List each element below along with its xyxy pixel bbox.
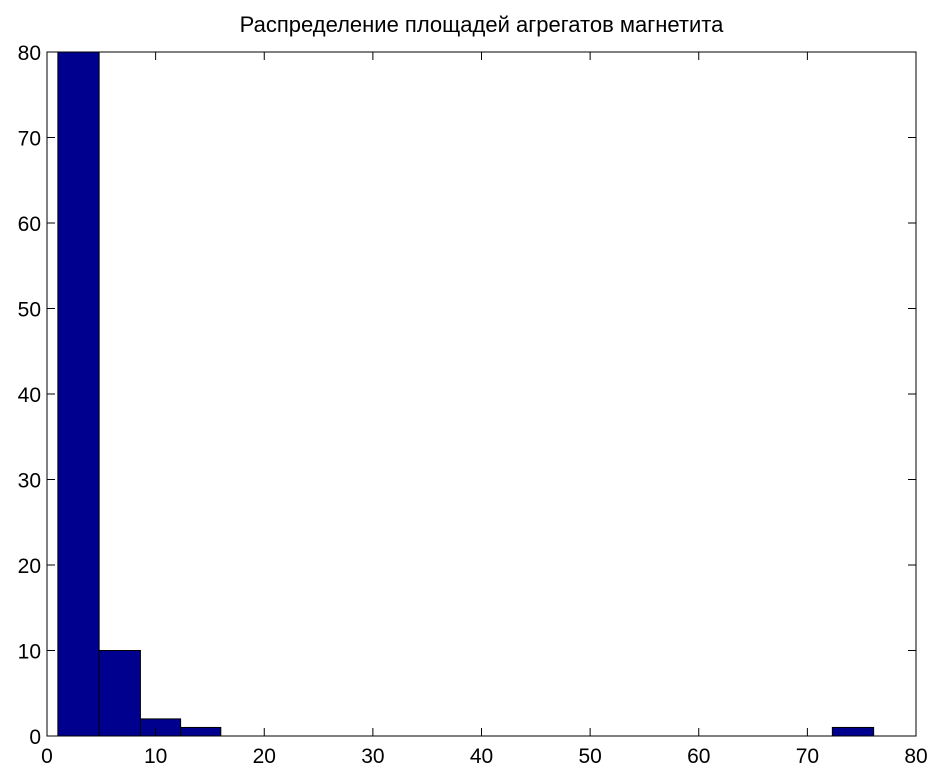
x-tick-label: 40 (470, 745, 493, 768)
x-tick-labels: 0 10 20 30 40 50 60 70 80 (41, 745, 928, 768)
y-tick-label: 50 (18, 299, 41, 322)
x-tick-label: 60 (687, 745, 710, 768)
y-tick-label: 40 (18, 384, 41, 407)
y-tick-label: 10 (18, 641, 41, 664)
x-tick-label: 10 (144, 745, 167, 768)
x-tick-label: 80 (904, 745, 927, 768)
x-tick-label: 50 (578, 745, 601, 768)
y-tick-label: 0 (29, 726, 41, 749)
histogram-bar-0 (57, 51, 100, 737)
y-tick-label: 60 (18, 213, 41, 236)
chart-title: Распределение площадей агрегатов магнети… (240, 12, 724, 37)
x-tick-label: 0 (41, 745, 53, 768)
histogram-bar-1 (98, 650, 141, 737)
histogram-bar-2 (139, 718, 182, 737)
y-tick-label: 80 (18, 42, 41, 65)
x-tick-label: 30 (361, 745, 384, 768)
ticks-group (46, 51, 917, 737)
bars-group (57, 51, 875, 737)
histogram-bar-4 (831, 726, 875, 737)
y-tick-label: 70 (18, 128, 41, 151)
y-tick-labels: 0 10 20 30 40 50 60 70 80 (18, 42, 41, 749)
axes-box (46, 51, 917, 737)
histogram-bar-3 (180, 726, 222, 737)
y-tick-label: 20 (18, 555, 41, 578)
y-tick-label: 30 (18, 470, 41, 493)
x-tick-label: 70 (796, 745, 819, 768)
x-tick-label: 20 (253, 745, 276, 768)
